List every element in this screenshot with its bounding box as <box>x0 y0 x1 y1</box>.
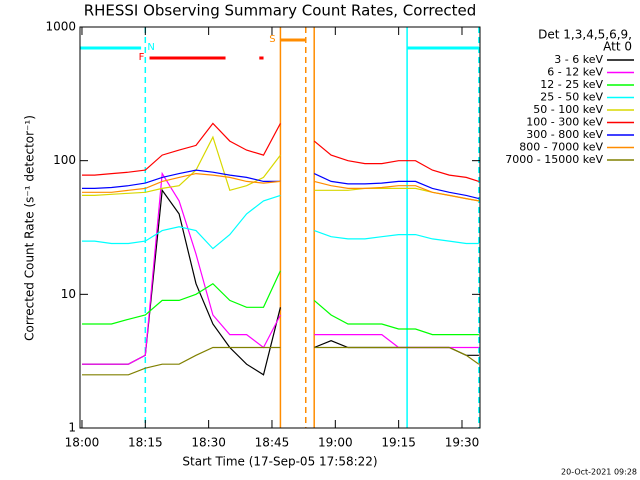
chart-title: RHESSI Observing Summary Count Rates, Co… <box>84 2 477 20</box>
legend-label: 6 - 12 keV <box>547 66 603 79</box>
x-tick-label: 18:45 <box>255 436 290 450</box>
y-tick-label: 1000 <box>45 20 76 34</box>
legend-label: 25 - 50 keV <box>540 91 603 104</box>
y-tick-label: 1 <box>68 421 76 435</box>
series-line <box>82 172 480 202</box>
flag-label: F <box>139 52 145 63</box>
legend-label: 12 - 25 keV <box>540 78 603 91</box>
x-tick-label: 18:15 <box>128 436 163 450</box>
x-tick-label: 18:00 <box>65 436 100 450</box>
legend-label: 300 - 800 keV <box>526 128 603 141</box>
plot-frame <box>79 26 481 429</box>
series-line <box>82 270 479 336</box>
legend-label: 50 - 100 keV <box>533 103 603 116</box>
x-tick-label: 19:00 <box>318 436 353 450</box>
x-tick-label: 19:30 <box>445 436 480 450</box>
series-line <box>82 346 480 376</box>
series-line <box>82 122 480 182</box>
plot-area <box>80 27 480 428</box>
flag-label: N <box>147 42 154 53</box>
legend-title: Det 1,3,4,5,6,9, <box>538 28 632 42</box>
legend-title: Att 0 <box>603 40 632 54</box>
series-line <box>82 169 480 200</box>
legend-label: 800 - 7000 keV <box>519 141 603 154</box>
timestamp: 20-Oct-2021 09:28 <box>561 468 637 477</box>
x-axis-label: Start Time (17-Sep-05 17:58:22) <box>182 455 377 469</box>
legend-label: 3 - 6 keV <box>554 53 603 66</box>
legend-label: 7000 - 15000 keV <box>505 153 603 166</box>
y-tick-label: 10 <box>61 287 76 301</box>
x-tick-label: 19:15 <box>381 436 416 450</box>
y-tick-label: 100 <box>53 153 76 167</box>
legend-label: 100 - 300 keV <box>526 116 603 129</box>
flag-label: S <box>269 34 275 45</box>
x-tick-label: 18:30 <box>191 436 226 450</box>
series-line <box>82 194 479 250</box>
y-axis-label: Corrected Count Rate (s⁻¹ detector⁻¹) <box>23 115 37 341</box>
